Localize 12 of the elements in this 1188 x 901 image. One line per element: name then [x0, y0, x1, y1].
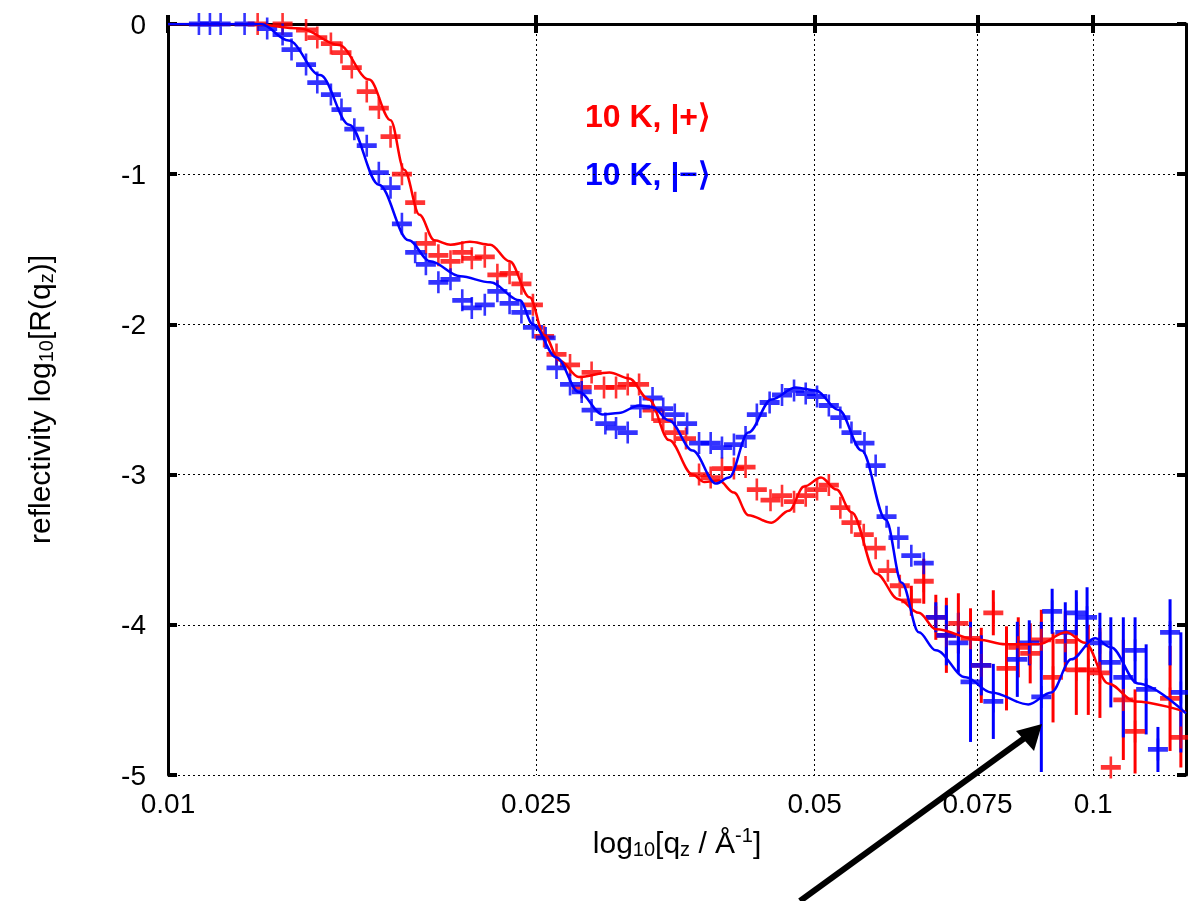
- y-axis-title: reflectivity log10[R(qz)]: [22, 255, 57, 544]
- x-tick-label: 0.1: [1073, 787, 1113, 819]
- x-tick-label: 0.025: [501, 787, 572, 819]
- text: 10 K, |+⟩: [585, 98, 711, 134]
- y-tick-label: -4: [121, 609, 146, 641]
- y-tick-label: -2: [121, 308, 146, 340]
- y-tick-label: -1: [121, 158, 146, 190]
- y-tick-label: -3: [121, 459, 146, 491]
- x-tick-label: 0.05: [787, 787, 842, 819]
- y-tick-label: 0: [130, 8, 146, 40]
- x-tick-label: 0.075: [942, 787, 1013, 819]
- text: 10 K, |−⟩: [585, 156, 711, 192]
